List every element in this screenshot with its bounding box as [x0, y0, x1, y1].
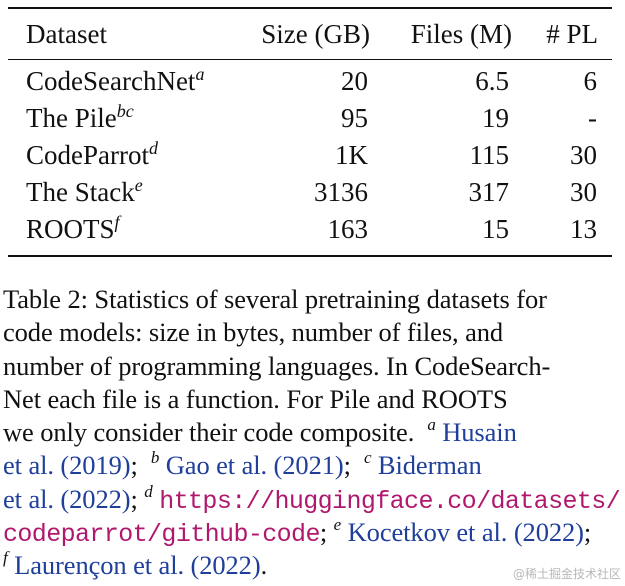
caption-line: et al. (2022); d https://huggingface.co/… [3, 481, 621, 516]
dataset-url-link[interactable]: https://huggingface.co/datasets/ [159, 486, 621, 516]
dataset-url-link[interactable]: codeparrot/github-code [3, 520, 320, 550]
caption-line: number of programming languages. In Code… [3, 350, 551, 381]
dataset-name: The Stacke [26, 175, 143, 207]
table-row: The Stacke 3136 317 30 [0, 174, 625, 210]
caption-line: et al. (2019); b Gao et al. (2021); c Bi… [3, 448, 482, 481]
size-value: 163 [327, 214, 369, 244]
header-files: Files (M) [410, 19, 512, 49]
header-pl: # PL [546, 19, 598, 49]
footnote-marker: f [3, 548, 8, 568]
header-dataset: Dataset [26, 19, 107, 49]
size-value: 95 [341, 103, 368, 133]
caption-line: we only consider their code composite. a… [3, 415, 517, 448]
table-bottom-rule [8, 255, 612, 257]
citation-link[interactable]: Biderman [377, 450, 482, 481]
pl-value: 30 [570, 177, 597, 207]
footnote-marker: bc [116, 101, 134, 121]
caption-line: Net each file is a function. For Pile an… [3, 383, 508, 414]
table-row: The Pilebc 95 19 - [0, 100, 625, 136]
citation-link[interactable]: et al. (2022) [3, 483, 131, 514]
footnote-marker: d [144, 481, 153, 501]
size-value: 3136 [314, 177, 368, 207]
footnote-marker: b [150, 448, 160, 468]
files-value: 317 [468, 177, 510, 207]
table-caption: Table 2: Statistics of several pretraini… [3, 283, 621, 583]
files-value: 115 [469, 140, 510, 170]
pl-value: 13 [570, 214, 597, 244]
table-header-rule [8, 59, 612, 61]
table-header-row: Dataset Size (GB) Files (M) # PL [0, 16, 625, 52]
table-row: CodeSearchNeta 20 6.5 6 [0, 63, 625, 99]
citation-link[interactable]: Laurençon et al. (2022) [14, 550, 261, 581]
caption-line: codeparrot/github-code; e Kocetkov et al… [3, 515, 592, 550]
dataset-name: ROOTSf [26, 212, 120, 244]
header-size: Size (GB) [261, 19, 370, 49]
caption-line: Table 2: Statistics of several pretraini… [3, 284, 547, 314]
table-row: CodeParrotd 1K 115 30 [0, 137, 625, 173]
citation-link[interactable]: Husain [442, 417, 517, 448]
dataset-name: CodeSearchNeta [26, 64, 205, 96]
citation-link[interactable]: Kocetkov et al. (2022) [347, 517, 584, 548]
footnote-marker: d [148, 138, 158, 158]
watermark: @稀土掘金技术社区 [512, 567, 621, 581]
dataset-name: The Pilebc [26, 101, 134, 133]
footnote-marker: a [195, 64, 205, 84]
footnote-marker: e [333, 515, 342, 535]
dataset-name: CodeParrotd [26, 138, 158, 170]
size-value: 1K [335, 140, 368, 170]
table-row: ROOTSf 163 15 13 [0, 211, 625, 247]
caption-line: f Laurençon et al. (2022). [3, 548, 268, 581]
pl-value: 6 [583, 66, 598, 96]
footnote-marker: a [427, 415, 436, 435]
files-value: 15 [482, 214, 509, 244]
size-value: 20 [341, 66, 368, 96]
footnote-marker: c [363, 448, 372, 468]
caption-line: code models: size in bytes, number of fi… [3, 317, 504, 348]
footnote-marker: f [114, 212, 120, 232]
pl-value: 30 [570, 140, 597, 170]
pl-value: - [588, 103, 597, 133]
citation-link[interactable]: et al. (2019) [3, 450, 131, 481]
citation-link[interactable]: Gao et al. (2021) [165, 450, 344, 481]
table-top-rule [8, 7, 612, 9]
footnote-marker: e [134, 175, 143, 195]
files-value: 19 [482, 103, 509, 133]
files-value: 6.5 [475, 66, 509, 96]
